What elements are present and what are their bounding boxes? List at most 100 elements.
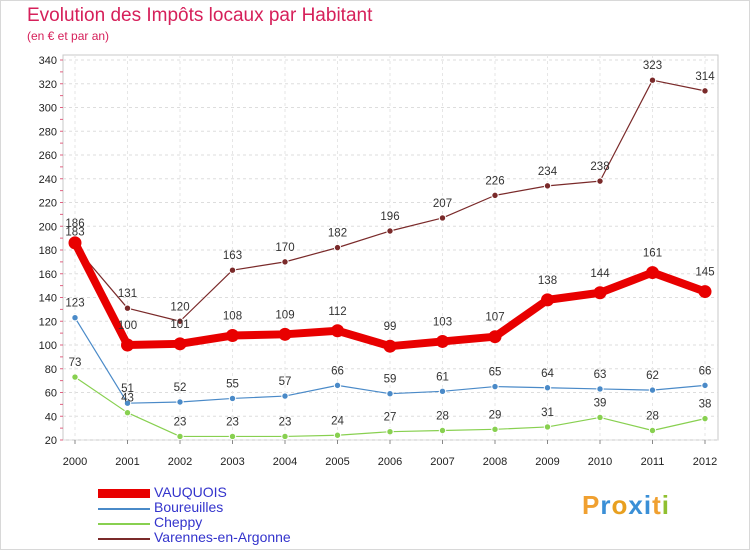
data-label-boureuilles-2000: 123 <box>65 298 84 310</box>
x-tick-label-2005: 2005 <box>325 456 349 468</box>
data-label-boureuilles-2006: 59 <box>384 374 397 386</box>
y-tick-label-280: 280 <box>39 126 57 138</box>
data-label-varennes-2002: 120 <box>170 301 189 313</box>
data-point-boureuilles-2011 <box>648 386 657 394</box>
data-label-cheppy-2005: 24 <box>331 415 344 427</box>
logo-letter: o <box>611 490 629 520</box>
y-tick-label-180: 180 <box>39 245 57 257</box>
data-label-cheppy-2003: 23 <box>226 416 239 428</box>
data-label-boureuilles-2010: 63 <box>594 369 607 381</box>
data-point-vauquois-2006 <box>383 339 397 353</box>
data-label-boureuilles-2007: 61 <box>436 371 449 383</box>
data-point-varennes-2005 <box>333 243 342 252</box>
y-tick-label-220: 220 <box>39 198 57 210</box>
data-point-cheppy-2005 <box>333 431 342 439</box>
data-point-vauquois-2012 <box>698 285 712 299</box>
data-point-varennes-2006 <box>386 227 394 235</box>
x-tick-label-2000: 2000 <box>63 456 87 468</box>
data-point-boureuilles-2007 <box>438 387 447 396</box>
data-label-cheppy-2004: 23 <box>279 416 292 428</box>
y-tick-label-340: 340 <box>39 55 57 67</box>
data-label-boureuilles-2002: 52 <box>174 382 187 394</box>
x-tick-label-2011: 2011 <box>641 456 665 468</box>
data-point-vauquois-2008 <box>488 330 502 344</box>
data-label-boureuilles-2005: 66 <box>331 365 344 377</box>
data-point-cheppy-2012 <box>701 414 709 423</box>
x-tick-label-2009: 2009 <box>535 456 559 468</box>
data-point-vauquois-2002 <box>173 337 187 351</box>
x-tick-label-2001: 2001 <box>115 456 139 468</box>
logo-letter: i <box>661 490 670 520</box>
data-point-varennes-2002 <box>176 317 184 325</box>
x-tick-label-2002: 2002 <box>168 456 192 468</box>
data-point-boureuilles-2002 <box>176 398 184 406</box>
legend-swatch-cheppy <box>98 523 150 525</box>
data-label-boureuilles-2011: 62 <box>646 370 659 382</box>
data-label-vauquois-2001: 100 <box>118 320 137 332</box>
data-point-varennes-2011 <box>648 76 657 84</box>
data-point-boureuilles-2005 <box>333 381 342 390</box>
x-tick-label-2006: 2006 <box>378 456 402 468</box>
data-point-vauquois-2007 <box>436 334 449 348</box>
data-point-boureuilles-2000 <box>71 313 79 322</box>
data-label-varennes-2011: 323 <box>643 60 662 72</box>
data-point-varennes-2001 <box>123 304 132 312</box>
x-tick-label-2008: 2008 <box>483 456 507 468</box>
data-label-vauquois-2004: 109 <box>275 309 294 321</box>
data-label-cheppy-2008: 29 <box>489 409 502 421</box>
data-label-varennes-2000: 183 <box>65 226 84 238</box>
data-label-boureuilles-2012: 66 <box>699 365 712 377</box>
y-tick-label-320: 320 <box>39 79 57 91</box>
logo-letter: x <box>628 490 644 520</box>
data-point-vauquois-2005 <box>331 324 344 338</box>
y-tick-label-260: 260 <box>39 150 57 162</box>
data-point-vauquois-2009 <box>541 293 554 307</box>
x-tick-label-2003: 2003 <box>220 456 244 468</box>
data-point-varennes-2010 <box>596 177 604 185</box>
data-label-varennes-2006: 196 <box>380 211 399 223</box>
logo-letter: t <box>652 490 662 520</box>
data-point-boureuilles-2003 <box>228 394 237 403</box>
data-point-cheppy-2003 <box>228 432 237 441</box>
data-label-cheppy-2006: 27 <box>384 412 397 424</box>
data-point-varennes-2012 <box>701 87 709 95</box>
data-label-varennes-2010: 238 <box>590 161 609 173</box>
x-tick-label-2012: 2012 <box>693 456 717 468</box>
data-point-varennes-2007 <box>438 214 447 222</box>
data-point-cheppy-2001 <box>123 408 132 417</box>
data-point-vauquois-2001 <box>121 338 134 352</box>
data-label-vauquois-2007: 103 <box>433 316 452 328</box>
y-tick-label-300: 300 <box>39 103 57 115</box>
data-label-vauquois-2011: 161 <box>643 248 662 260</box>
logo-letter: r <box>600 490 612 520</box>
data-point-cheppy-2004 <box>281 432 289 441</box>
data-label-cheppy-2007: 28 <box>436 411 449 423</box>
data-point-vauquois-2000 <box>68 236 82 250</box>
data-point-boureuilles-2009 <box>543 384 552 392</box>
data-label-varennes-2008: 226 <box>485 175 504 187</box>
data-point-cheppy-2010 <box>596 413 604 422</box>
data-label-cheppy-2011: 28 <box>646 411 659 423</box>
x-tick-label-2007: 2007 <box>430 456 454 468</box>
data-point-varennes-2004 <box>281 258 289 266</box>
data-label-vauquois-2006: 99 <box>384 321 397 333</box>
data-label-boureuilles-2003: 55 <box>226 378 239 390</box>
data-point-cheppy-2008 <box>491 425 499 434</box>
data-point-varennes-2003 <box>228 266 237 274</box>
data-point-cheppy-2007 <box>438 426 447 435</box>
y-tick-label-200: 200 <box>39 221 57 233</box>
data-label-vauquois-2012: 145 <box>695 267 714 279</box>
data-label-varennes-2012: 314 <box>695 71 715 83</box>
data-point-cheppy-2002 <box>176 432 184 441</box>
data-point-vauquois-2010 <box>593 286 607 300</box>
data-label-vauquois-2008: 107 <box>485 312 504 324</box>
y-tick-label-60: 60 <box>45 388 57 400</box>
y-tick-label-160: 160 <box>39 269 57 281</box>
data-label-varennes-2001: 131 <box>118 288 137 300</box>
data-label-vauquois-2009: 138 <box>538 275 557 287</box>
legend-label-boureuilles: Boureuilles <box>154 499 224 515</box>
data-label-varennes-2003: 163 <box>223 250 242 262</box>
data-label-cheppy-2009: 31 <box>541 407 554 419</box>
data-label-vauquois-2010: 144 <box>590 268 610 280</box>
legend-label-varennes: Varennes-en-Argonne <box>154 529 291 545</box>
